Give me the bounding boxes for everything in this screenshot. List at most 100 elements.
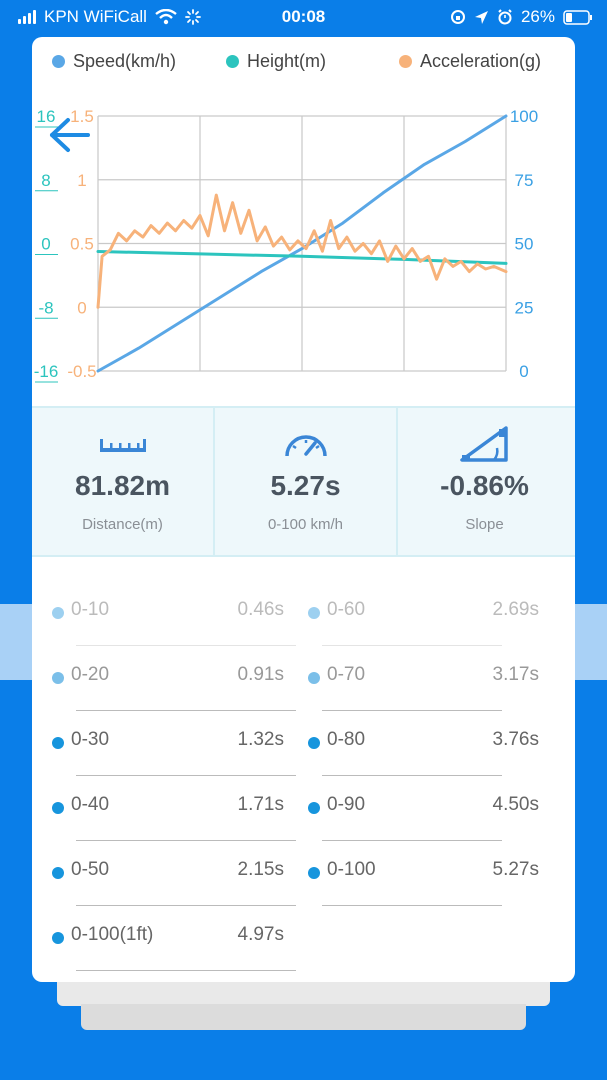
battery-icon [563,9,592,25]
elapsed-time-value: 4.97s [237,924,284,945]
wifi-icon [155,9,177,25]
row-bullet [308,607,320,619]
legend-dot [399,55,412,68]
acceleration-axis-tick: 0 [77,298,86,317]
ruler-icon [100,439,146,452]
height-axis-tick: 16 [37,107,56,126]
status-right: 26% [450,7,593,27]
row-divider [322,840,502,841]
row-divider [322,775,502,776]
slope-label: Slope [465,516,504,533]
row-divider [322,905,502,906]
row-divider [76,970,296,971]
row-divider [76,775,296,776]
elapsed-time-value: 0.91s [237,664,284,685]
stats-panel: 81.82m Distance(m) 5.27s 0-100 km/h [32,406,575,557]
alarm-icon [498,9,512,25]
series-line-height-m [96,250,508,265]
speed-axis-tick: 100 [510,107,538,126]
elapsed-time-value: 1.32s [237,729,284,750]
speed-range-label: 0-80 [327,729,366,750]
speed-range-label: 0-20 [71,664,110,685]
zero-to-hundred-value: 5.27s [270,470,341,501]
speed-axis-tick: 50 [515,235,534,254]
row-bullet [52,802,64,814]
time-row-0-60: 0-60 2.69s [308,599,539,629]
speed-range-label: 0-100 [327,859,376,880]
height-axis-tick: -8 [38,298,53,317]
location-icon [474,10,488,24]
legend-item-acceleration[interactable]: Acceleration(g) [399,51,541,72]
elapsed-time-value: 2.15s [237,859,284,880]
series-line-speed-km-h [96,114,508,373]
row-divider [76,645,296,646]
status-left: KPN WiFiCall [18,7,201,27]
row-bullet [52,867,64,879]
time-row-0-90: 0-90 4.50s [308,794,539,824]
time-row-0-100: 0-100 5.27s [308,859,539,889]
row-bullet [52,932,64,944]
time-row-0-20: 0-20 0.91s [52,664,284,694]
time-row-0-30: 0-30 1.32s [52,729,284,759]
distance-value: 81.82m [75,470,170,501]
row-bullet [308,867,320,879]
row-bullet [52,737,64,749]
time-row-0-50: 0-50 2.15s [52,859,284,889]
speed-height-acceleration-chart: 16 8 0 -8 -16 1.5 1 0.5 0 -0.5 100 75 50 25 0 [34,107,538,383]
row-bullet [52,607,64,619]
height-axis-tick: 8 [41,171,50,190]
elapsed-time-value: 5.27s [492,859,539,880]
elapsed-time-value: 3.76s [492,729,539,750]
back-arrow-icon[interactable] [46,115,92,155]
elapsed-time-value: 3.17s [492,664,539,685]
status-time: 00:08 [281,7,326,26]
legend-dot [226,55,239,68]
speed-range-label: 0-50 [71,859,110,880]
stat-distance: 81.82m Distance(m) [32,408,213,555]
legend-item-height[interactable]: Height(m) [226,51,326,72]
status-bar: KPN WiFiCall 00:08 [0,0,607,34]
elapsed-time-value: 0.46s [237,599,284,620]
elapsed-time-value: 1.71s [237,794,284,815]
results-card: Speed(km/h) Height(m) Acceleration(g) 16… [32,37,575,982]
speed-range-label: 0-30 [71,729,110,750]
legend-label: Acceleration(g) [420,51,542,71]
legend-item-speed[interactable]: Speed(km/h) [52,51,176,72]
acceleration-axis-tick: 1 [77,171,86,190]
legend-label: Height(m) [247,51,327,71]
speed-axis-tick: 25 [515,298,534,317]
time-row-0-40: 0-40 1.71s [52,794,284,824]
battery-percent: 26% [520,7,555,26]
legend-dot [52,55,65,68]
stat-zero-to-hundred: 5.27s 0-100 km/h [213,408,398,555]
slope-value: -0.86% [440,470,529,501]
slope-icon [460,426,508,462]
speed-range-label: 0-60 [327,599,366,620]
series-line-acceleration-g [96,193,508,309]
zero-to-hundred-label: 0-100 km/h [267,516,344,533]
distance-label: Distance(m) [82,516,163,533]
elapsed-time-value: 2.69s [492,599,539,620]
height-axis-tick: 0 [41,235,50,254]
loading-spinner-icon [185,9,201,25]
legend-label: Speed(km/h) [73,51,177,71]
speed-axis-tick: 0 [519,362,528,381]
acceleration-axis-tick: -0.5 [67,362,96,381]
signal-icon [18,10,36,24]
speed-range-label: 0-10 [71,599,110,620]
speed-range-label: 0-40 [71,794,110,815]
row-divider [322,645,502,646]
time-row-0-70: 0-70 3.17s [308,664,539,694]
speed-axis-tick: 75 [515,171,534,190]
stacked-card-shadow [57,980,550,1006]
time-row-0-80: 0-80 3.76s [308,729,539,759]
row-divider [76,840,296,841]
height-axis-tick: -16 [34,362,59,381]
row-divider [76,905,296,906]
time-row-0-10: 0-10 0.46s [52,599,284,629]
carrier-name: KPN WiFiCall [44,7,147,26]
acceleration-axis-tick: 1.5 [70,107,94,126]
speedometer-icon [285,435,327,457]
time-row-0-100-1ft: 0-100(1ft) 4.97s [52,924,284,954]
elapsed-time-value: 4.50s [492,794,539,815]
